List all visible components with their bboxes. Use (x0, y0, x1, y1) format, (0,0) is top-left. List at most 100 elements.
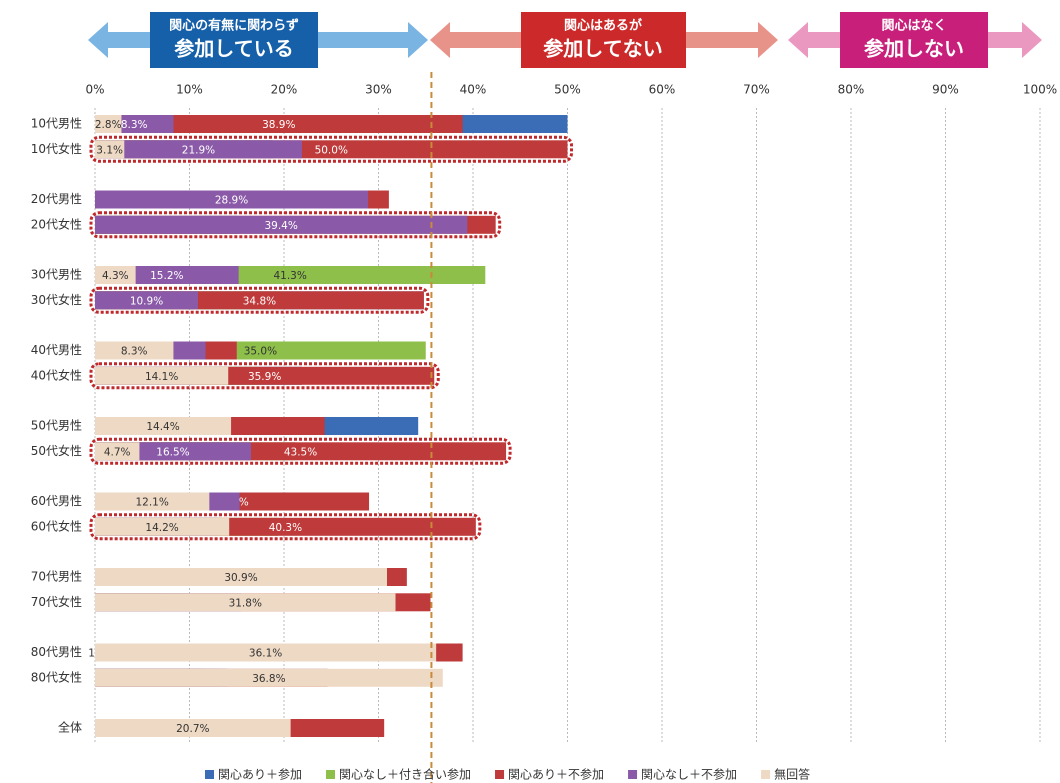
bar-segment (95, 417, 232, 435)
bar-label: 8.3% (121, 346, 148, 358)
highlight-box (89, 286, 430, 314)
category-label: 30代男性 (31, 268, 82, 282)
category-label: 20代女性 (31, 216, 82, 231)
category-label: 10代男性 (31, 117, 82, 131)
bar-label: 4.3% (102, 270, 129, 282)
header-subtitle: 関心はなく (881, 19, 946, 34)
bar-label: 2.8% (95, 119, 122, 131)
category-label: 50代女性 (31, 443, 82, 458)
x-tick-label: 0% (85, 83, 104, 97)
category-label: 60代男性 (31, 494, 82, 508)
x-tick-label: 80% (838, 83, 865, 97)
bar-label: 31.8% (229, 597, 262, 609)
category-label: 40代女性 (31, 367, 82, 382)
legend-swatch (205, 770, 214, 779)
bar-segment (95, 517, 230, 536)
bar-segment (95, 492, 210, 511)
bar-segment (95, 668, 443, 687)
legend-label: 関心なし＋不参加 (641, 767, 737, 782)
bar-segment (95, 568, 388, 586)
category-label: 50代男性 (31, 419, 82, 433)
header-title: 参加しない (864, 37, 964, 61)
bar-label: 21.9% (182, 144, 215, 156)
bar-label: 35.0% (244, 346, 277, 358)
bar-label: 41.3% (273, 270, 306, 282)
bar-label: 14.1% (145, 371, 178, 383)
header-title: 参加している (174, 37, 293, 61)
highlight-box (89, 211, 502, 239)
category-label: 80代女性 (31, 669, 82, 684)
bar-label: 35.9% (248, 371, 281, 383)
bar-label: 15.2% (150, 270, 183, 282)
category-label: 全体 (58, 720, 82, 735)
bar-label: 20.7% (176, 723, 209, 735)
legend-label: 関心なし＋付き合い参加 (339, 767, 471, 782)
bar-label: 14.4% (146, 421, 179, 433)
bar-label: 28.9% (215, 195, 248, 207)
bar-label: 3.1% (96, 144, 123, 156)
header: 関心の有無に関わらず 参加している 関心はあるが 参加してない 関心はなく 参加… (88, 12, 1042, 68)
bar-segment (95, 215, 468, 234)
bar-segment (95, 115, 122, 133)
bar-label: 30.9% (224, 572, 257, 584)
bar-label: 40.3% (269, 522, 302, 534)
bar-label: 12.1% (135, 497, 168, 509)
legend-label: 関心あり＋参加 (218, 767, 302, 782)
x-tick-label: 50% (554, 83, 581, 97)
legend-swatch (495, 770, 505, 779)
x-tick-label: 90% (932, 83, 959, 97)
bar-segment (95, 341, 174, 360)
header-subtitle: 関心はあるが (564, 18, 642, 34)
x-tick-label: 100% (1023, 83, 1057, 97)
bar-label: 36.8% (252, 673, 285, 685)
category-label: 70代男性 (31, 570, 82, 584)
category-label: 60代女性 (31, 518, 82, 533)
header-box (840, 12, 988, 68)
bar-label: 36.1% (249, 648, 282, 660)
highlight-box (89, 135, 573, 163)
category-label: 20代男性 (31, 192, 82, 206)
x-tick-label: 30% (365, 83, 392, 97)
bar-segment (95, 643, 437, 662)
highlight-box (89, 362, 440, 390)
header-box (521, 12, 686, 68)
legend-swatch (761, 770, 771, 779)
x-tick-label: 40% (460, 83, 487, 97)
bar-label: 34.8% (243, 295, 276, 307)
bar-label: 43.5% (284, 446, 317, 458)
bar-label: 14.2% (145, 522, 178, 534)
category-label: 10代女性 (31, 141, 82, 156)
highlight-box (89, 513, 482, 541)
category-label: 30代女性 (31, 292, 82, 307)
bar-segment (95, 366, 229, 385)
category-label: 80代男性 (31, 645, 82, 659)
bar-segment (95, 266, 136, 284)
bar-segment (95, 115, 463, 133)
bar-label: 16.5% (156, 446, 189, 458)
bar-segment (95, 442, 140, 461)
header-title: 参加してない (543, 37, 662, 61)
bar-label: 10.9% (130, 295, 163, 307)
header-box (150, 12, 318, 68)
legend-swatch (628, 770, 638, 779)
legend-label: 関心あり＋不参加 (508, 767, 604, 782)
legend-label: 無回答 (774, 767, 810, 782)
bar-label: 8.3% (121, 119, 148, 131)
category-label: 70代女性 (31, 594, 82, 609)
bar-segment (95, 190, 369, 209)
bar-segment (95, 593, 396, 612)
bar-segment (95, 719, 291, 737)
bar-segment (95, 140, 302, 159)
category-label: 40代男性 (31, 343, 82, 357)
x-tick-label: 70% (743, 83, 770, 97)
bar-segment (95, 291, 199, 310)
bar-label: 50.0% (315, 144, 348, 156)
bar-label: 4.7% (104, 446, 131, 458)
legend-swatch (326, 770, 336, 779)
bar-label: 39.4% (264, 220, 297, 232)
highlight-box (89, 437, 512, 465)
x-tick-label: 10% (176, 83, 203, 97)
x-tick-label: 60% (649, 83, 676, 97)
x-tick-label: 20% (271, 83, 298, 97)
